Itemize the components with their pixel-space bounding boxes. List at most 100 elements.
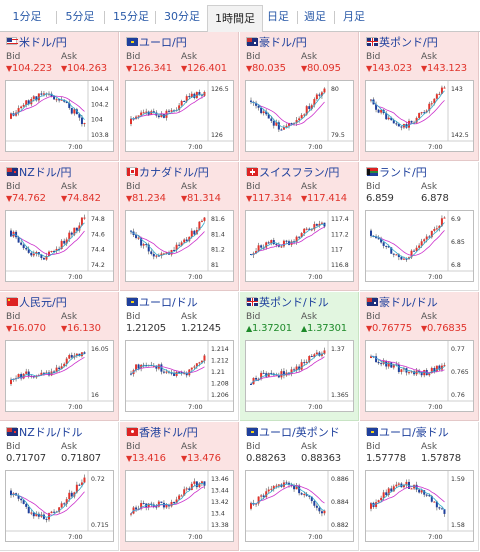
- trend-arrow-icon: ▼: [126, 194, 132, 203]
- candle-body: [318, 223, 321, 226]
- chart-panel[interactable]: 0.886 0.884 0.882 7:00: [245, 470, 354, 542]
- candle-body: [190, 230, 193, 237]
- eu-flag-icon: [126, 297, 138, 306]
- chart-panel[interactable]: 1.37 1.365 7:00: [245, 340, 354, 412]
- currency-pair-card[interactable]: NZドル/ドル Bid Ask 0.71707 0.71807 0.72 0.715 7:00: [0, 422, 119, 551]
- chart-panel[interactable]: 0.72 0.715 7:00: [5, 470, 114, 542]
- pair-title-link[interactable]: ユーロ/ドル: [126, 296, 234, 310]
- pair-title-link[interactable]: 豪ドル/円: [246, 36, 354, 50]
- candle-body: [255, 251, 258, 254]
- candle-body: [188, 236, 191, 242]
- pair-title-link[interactable]: 香港ドル/円: [126, 426, 234, 440]
- candle-body: [55, 367, 58, 373]
- currency-pair-card[interactable]: NZドル/円 Bid Ask ▼74.762 ▼74.842 74.8 74.6 74.4 74…: [0, 162, 119, 291]
- pair-title-link[interactable]: NZドル/円: [6, 166, 114, 180]
- chart-panel[interactable]: 74.8 74.6 74.4 74.2 7:00: [5, 210, 114, 282]
- pair-title-link[interactable]: ランド/円: [366, 166, 474, 180]
- currency-pair-card[interactable]: 豪ドル/円 Bid Ask ▼80.035 ▼80.095 80 79.5 7:00: [240, 32, 359, 161]
- chart-panel[interactable]: 0.77 0.765 0.76 7:00: [365, 340, 474, 412]
- pair-title-link[interactable]: 米ドル/円: [6, 36, 114, 50]
- ask-price: 1.21245: [181, 323, 221, 334]
- y-tick-label: 142.5: [451, 132, 469, 139]
- candle-body: [190, 483, 193, 491]
- tab-timeframe[interactable]: 30分足: [164, 10, 200, 23]
- candle-body: [152, 253, 155, 257]
- candle-body: [395, 254, 398, 256]
- candle-body: [313, 354, 316, 357]
- tab-timeframe[interactable]: 5分足: [65, 10, 95, 23]
- candle-body: [10, 490, 12, 496]
- pair-title-link[interactable]: 英ポンド/円: [366, 36, 474, 50]
- candle-body: [10, 113, 12, 119]
- candle-body: [25, 371, 28, 374]
- candle-body: [157, 255, 160, 257]
- tab-timeframe[interactable]: 1時間足: [207, 5, 263, 32]
- candle-body: [70, 492, 73, 497]
- y-tick-label: 1.206: [211, 392, 229, 399]
- pair-title-link[interactable]: スイスフラン/円: [246, 166, 354, 180]
- pair-title-link[interactable]: ユーロ/円: [126, 36, 234, 50]
- currency-pair-card[interactable]: カナダドル/円 Bid Ask ▼81.234 ▼81.314 81.6 81.4 81.2 8…: [120, 162, 239, 291]
- chart-panel[interactable]: 1.214 1.212 1.21 1.208 1.206 7:00: [125, 340, 234, 412]
- candle-body: [83, 123, 86, 125]
- candle-body: [295, 236, 298, 242]
- candle-body: [375, 356, 378, 363]
- pair-title-link[interactable]: カナダドル/円: [126, 166, 234, 180]
- tab-timeframe[interactable]: 月足: [343, 10, 365, 23]
- candle-body: [250, 502, 252, 509]
- tab-timeframe[interactable]: 週足: [304, 10, 326, 23]
- currency-pair-card[interactable]: 豪ドル/ドル Bid Ask ▼0.76775 ▼0.76835 0.77 0.765 0.7…: [360, 292, 479, 421]
- chart-panel[interactable]: 13.46 13.44 13.42 13.4 13.38 7:00: [125, 470, 234, 542]
- currency-pair-card[interactable]: 英ポンド/ドル Bid Ask ▲1.37201 ▲1.37301 1.37 1.365 7:…: [240, 292, 359, 421]
- currency-pair-card[interactable]: 人民元/円 Bid Ask ▼16.070 ▼16.130 16.05 16 7:00: [0, 292, 119, 421]
- currency-pair-card[interactable]: ユーロ/ドル Bid Ask 1.21205 1.21245 1.214 1.212 1.21…: [120, 292, 239, 421]
- currency-pair-card[interactable]: ランド/円 Bid Ask 6.859 6.878 6.9 6.85 6.8 7:00: [360, 162, 479, 291]
- pair-name: NZドル/ドル: [19, 426, 83, 439]
- pair-title-link[interactable]: 豪ドル/ドル: [366, 296, 474, 310]
- currency-pair-card[interactable]: ユーロ/円 Bid Ask ▼126.341 ▼126.401 126.5 126 7:00: [120, 32, 239, 161]
- candle-body: [375, 236, 378, 239]
- candle-body: [392, 486, 395, 492]
- candlestick-chart: 104.4 104.2 104 103.8 7:00: [6, 81, 113, 151]
- currency-pair-card[interactable]: 英ポンド/円 Bid Ask ▼143.023 ▼143.123 143 142.5 7:00: [360, 32, 479, 161]
- candle-body: [30, 252, 33, 256]
- chart-panel[interactable]: 104.4 104.2 104 103.8 7:00: [5, 80, 114, 152]
- candle-body: [53, 371, 56, 373]
- pair-name: ランド/円: [379, 166, 427, 179]
- tab-timeframe[interactable]: 1分足: [12, 10, 42, 23]
- chart-panel[interactable]: 81.6 81.4 81.2 81 7:00: [125, 210, 234, 282]
- chart-panel[interactable]: 6.9 6.85 6.8 7:00: [365, 210, 474, 282]
- pair-title-link[interactable]: NZドル/ドル: [6, 426, 114, 440]
- pair-title-link[interactable]: ユーロ/豪ドル: [366, 426, 474, 440]
- candle-body: [198, 92, 201, 95]
- chart-panel[interactable]: 16.05 16 7:00: [5, 340, 114, 412]
- chart-panel[interactable]: 80 79.5 7:00: [245, 80, 354, 152]
- chart-panel[interactable]: 126.5 126 7:00: [125, 80, 234, 152]
- y-tick-label: 117: [331, 247, 343, 254]
- chart-panel[interactable]: 143 142.5 7:00: [365, 80, 474, 152]
- candle-body: [435, 501, 438, 508]
- candle-body: [272, 486, 275, 489]
- candle-body: [53, 96, 56, 100]
- chart-panel[interactable]: 1.59 1.58 7:00: [365, 470, 474, 542]
- candle-body: [423, 490, 426, 495]
- candle-body: [277, 244, 280, 247]
- eu-flag-icon: [126, 37, 138, 46]
- currency-pair-card[interactable]: 香港ドル/円 Bid Ask ▼13.416 ▼13.476 13.46 13.44 13.4…: [120, 422, 239, 551]
- pair-title-link[interactable]: ユーロ/英ポンド: [246, 426, 354, 440]
- candle-body: [53, 251, 56, 253]
- currency-pair-card[interactable]: ユーロ/豪ドル Bid Ask 1.57778 1.57878 1.59 1.58 7:00: [360, 422, 479, 551]
- gb-flag-icon: [246, 297, 258, 306]
- candle-body: [308, 228, 311, 230]
- candle-body: [260, 245, 263, 248]
- chart-panel[interactable]: 117.4 117.2 117 116.8 7:00: [245, 210, 354, 282]
- timeframe-tabs: 1分足 5分足 15分足 30分足 1時間足 日足 週足 月足: [0, 0, 480, 32]
- us-flag-icon: [6, 37, 18, 45]
- pair-title-link[interactable]: 英ポンド/ドル: [246, 296, 354, 310]
- tab-timeframe[interactable]: 15分足: [113, 10, 149, 23]
- currency-pair-card[interactable]: ユーロ/英ポンド Bid Ask 0.88263 0.88363 0.886 0.884 0.…: [240, 422, 359, 551]
- currency-pair-card[interactable]: スイスフラン/円 Bid Ask ▼117.314 ▼117.414 117.4 117.2…: [240, 162, 359, 291]
- currency-pair-card[interactable]: 米ドル/円 Bid Ask ▼104.223 ▼104.263 104.4 104.2 104…: [0, 32, 119, 161]
- tab-timeframe[interactable]: 日足: [267, 10, 289, 23]
- pair-title-link[interactable]: 人民元/円: [6, 296, 114, 310]
